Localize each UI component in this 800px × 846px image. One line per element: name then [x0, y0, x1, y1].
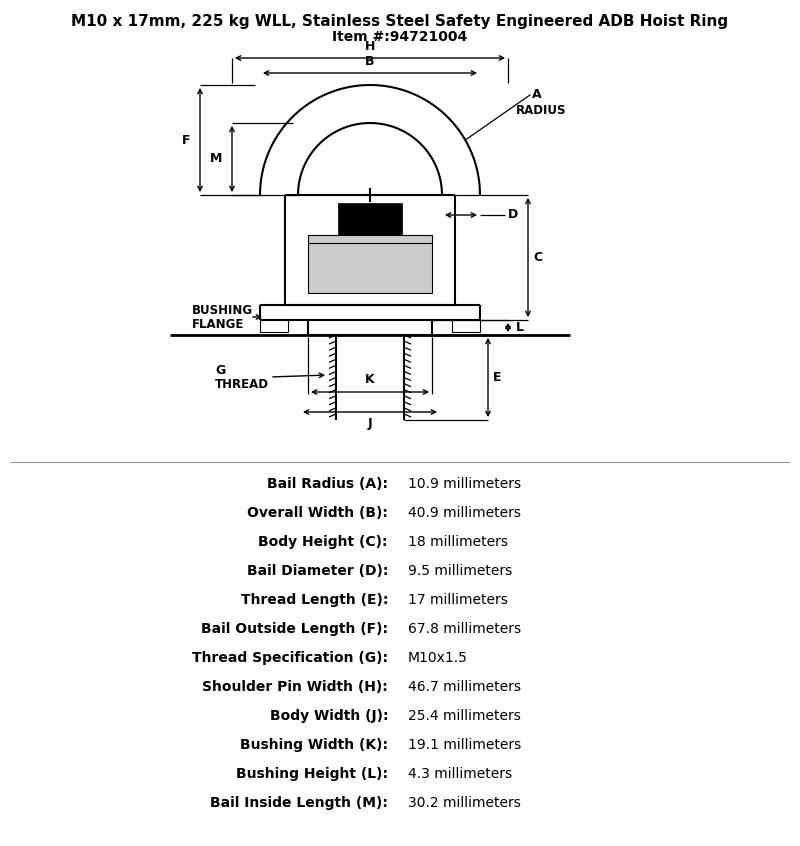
Text: 25.4 millimeters: 25.4 millimeters [408, 709, 521, 723]
Text: Thread Length (E):: Thread Length (E): [241, 593, 388, 607]
Polygon shape [308, 235, 432, 293]
Text: C: C [533, 251, 542, 264]
Text: G: G [215, 364, 226, 376]
Text: J: J [368, 417, 372, 430]
Text: Bail Radius (A):: Bail Radius (A): [267, 477, 388, 491]
Text: Body Height (C):: Body Height (C): [258, 535, 388, 549]
Text: 19.1 millimeters: 19.1 millimeters [408, 738, 522, 752]
Text: Bail Outside Length (F):: Bail Outside Length (F): [201, 622, 388, 636]
Text: Bushing Width (K):: Bushing Width (K): [240, 738, 388, 752]
Text: M: M [210, 152, 222, 166]
Text: BUSHING: BUSHING [192, 304, 253, 316]
Text: M10x1.5: M10x1.5 [408, 651, 468, 665]
Text: 9.5 millimeters: 9.5 millimeters [408, 564, 512, 578]
Text: Overall Width (B):: Overall Width (B): [247, 506, 388, 520]
Text: 18 millimeters: 18 millimeters [408, 535, 508, 549]
Text: Bushing Height (L):: Bushing Height (L): [236, 767, 388, 781]
Text: 17 millimeters: 17 millimeters [408, 593, 508, 607]
Text: Shoulder Pin Width (H):: Shoulder Pin Width (H): [202, 680, 388, 694]
Text: FLANGE: FLANGE [192, 317, 244, 331]
Text: E: E [493, 371, 502, 384]
Text: L: L [516, 321, 524, 334]
Text: F: F [182, 134, 190, 146]
Text: 10.9 millimeters: 10.9 millimeters [408, 477, 521, 491]
Text: 46.7 millimeters: 46.7 millimeters [408, 680, 521, 694]
Polygon shape [338, 203, 402, 235]
Text: 30.2 millimeters: 30.2 millimeters [408, 796, 521, 810]
Text: THREAD: THREAD [215, 377, 269, 391]
Text: Thread Specification (G):: Thread Specification (G): [192, 651, 388, 665]
Text: Body Width (J):: Body Width (J): [270, 709, 388, 723]
Text: D: D [508, 208, 518, 222]
Text: 4.3 millimeters: 4.3 millimeters [408, 767, 512, 781]
Text: H: H [365, 40, 375, 53]
Text: Bail Diameter (D):: Bail Diameter (D): [246, 564, 388, 578]
Text: Item #:94721004: Item #:94721004 [332, 30, 468, 44]
Text: Bail Inside Length (M):: Bail Inside Length (M): [210, 796, 388, 810]
Text: 40.9 millimeters: 40.9 millimeters [408, 506, 521, 520]
Text: B: B [366, 55, 374, 68]
Text: A: A [532, 89, 542, 102]
Text: K: K [365, 373, 375, 386]
Text: RADIUS: RADIUS [516, 105, 566, 118]
Text: M10 x 17mm, 225 kg WLL, Stainless Steel Safety Engineered ADB Hoist Ring: M10 x 17mm, 225 kg WLL, Stainless Steel … [71, 14, 729, 29]
Text: 67.8 millimeters: 67.8 millimeters [408, 622, 521, 636]
